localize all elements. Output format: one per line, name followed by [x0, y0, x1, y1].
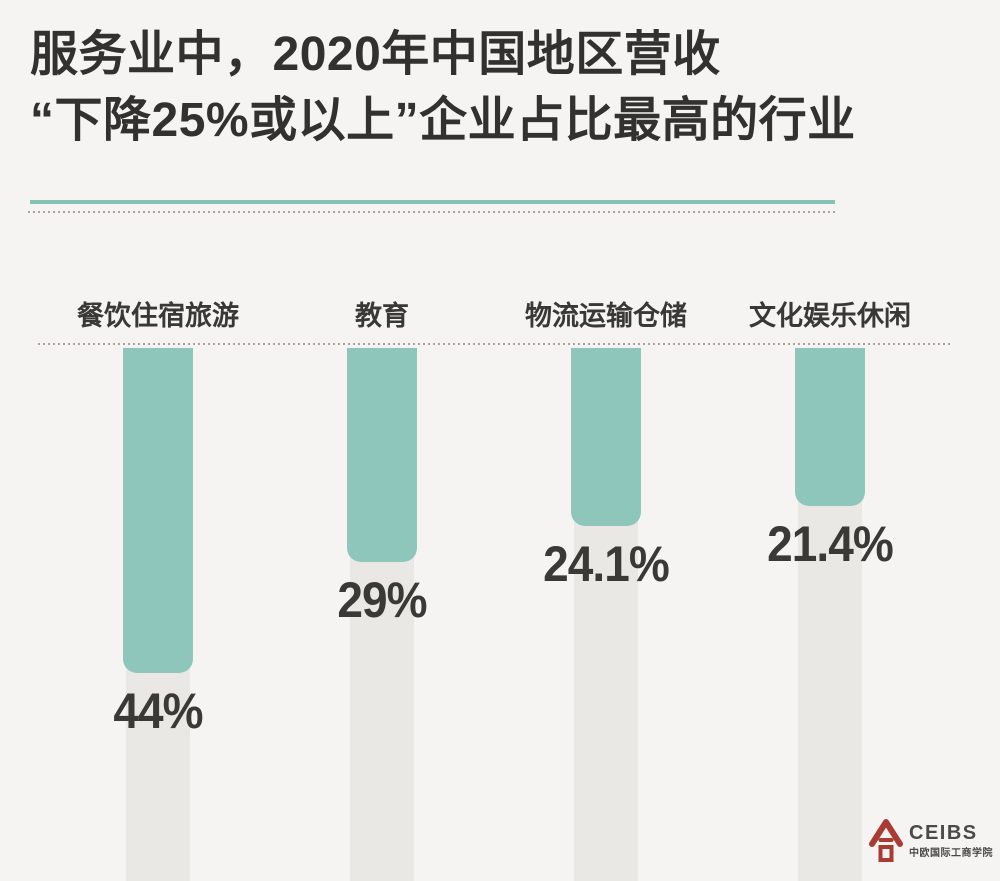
category-label: 教育 — [355, 301, 409, 331]
logo-wordmark: CEIBS — [909, 822, 978, 844]
ceibs-logo: CEIBS 中欧国际工商学院 — [869, 818, 993, 864]
category-label: 文化娱乐休闲 — [749, 301, 911, 331]
ceibs-logo-text: CEIBS 中欧国际工商学院 — [909, 823, 993, 859]
bar-value-label: 44% — [113, 683, 203, 739]
bar-fill — [571, 348, 641, 526]
bar-value-label: 21.4% — [767, 516, 894, 572]
category-label: 餐饮住宿旅游 — [77, 301, 239, 331]
title-divider-dotted-line — [28, 211, 838, 213]
logo-chinese-name: 中欧国际工商学院 — [909, 848, 993, 859]
title-line-2: “下降25%或以上”企业占比最高的行业 — [30, 94, 856, 147]
page-title: 服务业中，2020年中国地区营收 “下降25%或以上”企业占比最高的行业 — [30, 22, 856, 154]
bar-fill — [123, 348, 193, 673]
ceibs-house-icon — [869, 819, 903, 862]
title-divider-solid-line — [30, 200, 835, 204]
title-line-1: 服务业中，2020年中国地区营收 — [30, 28, 721, 81]
bar-fill — [347, 348, 417, 562]
category-label: 物流运输仓储 — [525, 301, 687, 331]
bar-value-label: 24.1% — [543, 536, 670, 592]
bar-fill — [795, 348, 865, 506]
bar-value-label: 29% — [337, 572, 427, 628]
chart-baseline — [38, 343, 950, 345]
